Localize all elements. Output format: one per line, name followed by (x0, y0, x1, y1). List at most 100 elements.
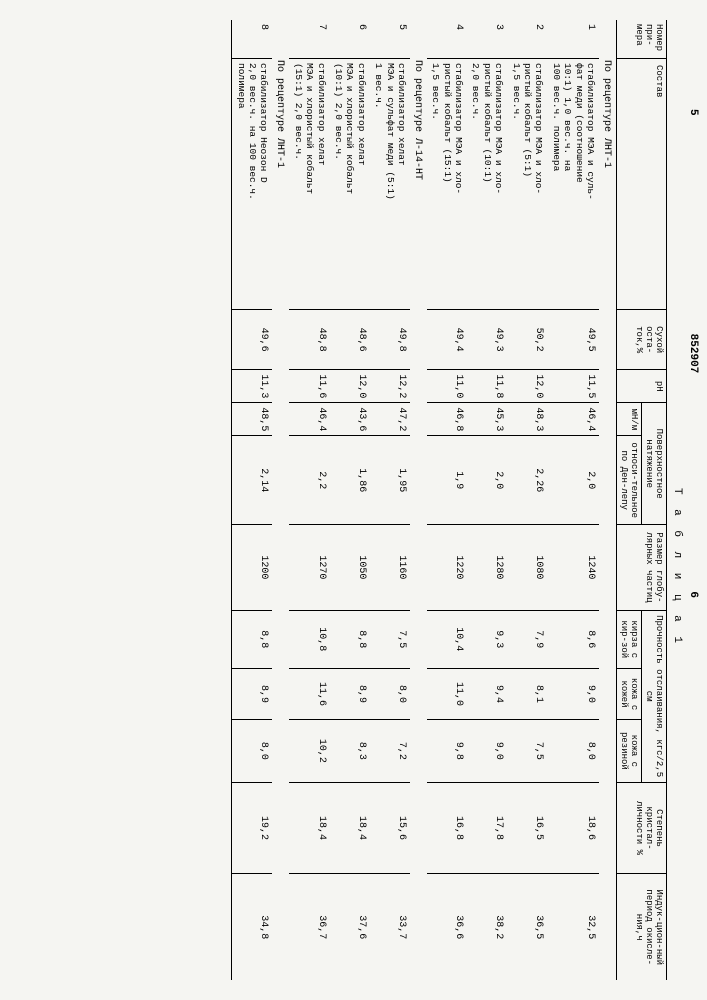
data-table: Номер при-мера Состав Сухой оста-ток,% p… (231, 20, 667, 980)
cell-composition: стабилизатор хелат МЭА и хлористый кобал… (289, 59, 329, 310)
cell-peel-2: 9,4 (467, 668, 507, 719)
section-label: По рецептуре ЛНТ-1 (272, 20, 289, 980)
cell-peel-2: 8,9 (232, 668, 273, 719)
cell-peel-1: 10,8 (289, 610, 329, 668)
cell-cryst: 18,4 (330, 782, 370, 874)
cell-num: 2 (507, 20, 547, 59)
cell-globule: 1160 (370, 525, 410, 611)
th-peel: Прочность отслаивания, кгс/2,5 см (642, 610, 667, 782)
cell-composition: стабилизатор МЭА и хло- ристый кобальт (… (427, 59, 467, 310)
cell-surface-2: 2,0 (547, 436, 599, 525)
cell-peel-3: 10,2 (289, 720, 329, 782)
table-row: 2стабилизатор МЭА и хло- ристый кобальт … (507, 20, 547, 980)
cell-peel-2: 9,0 (547, 668, 599, 719)
cell-surface-1: 48,3 (507, 403, 547, 436)
cell-peel-2: 8,0 (370, 668, 410, 719)
section-row: По рецептуре ЛНТ-1 (272, 20, 289, 980)
cell-dry: 48,6 (330, 310, 370, 370)
cell-surface-2: 2,0 (467, 436, 507, 525)
section-row: По рецептуре ЛНТ-1 (599, 20, 617, 980)
cell-surface-1: 48,5 (232, 403, 273, 436)
cell-ph: 11,8 (467, 370, 507, 403)
cell-cryst: 16,8 (427, 782, 467, 874)
section-row: По рецептуре Л-14-НТ (410, 20, 427, 980)
table-row: 7стабилизатор хелат МЭА и хлористый коба… (289, 20, 329, 980)
cell-peel-3: 9,8 (427, 720, 467, 782)
th-peel-3: кожа с резиной (617, 720, 642, 782)
cell-globule: 1050 (330, 525, 370, 611)
cell-dry: 50,2 (507, 310, 547, 370)
cell-induct: 38,2 (467, 874, 507, 980)
cell-peel-1: 8,8 (232, 610, 273, 668)
page-num-left: 5 (687, 109, 699, 116)
cell-surface-2: 1,86 (330, 436, 370, 525)
cell-dry: 49,8 (370, 310, 410, 370)
cell-ph: 12,0 (330, 370, 370, 403)
cell-composition: стабилизатор МЭА и суль- фат меди (соотн… (547, 59, 599, 310)
cell-peel-3: 9,0 (467, 720, 507, 782)
cell-surface-2: 2,14 (232, 436, 273, 525)
cell-induct: 36,5 (507, 874, 547, 980)
cell-cryst: 19,2 (232, 782, 273, 874)
cell-num: 8 (232, 20, 273, 59)
cell-dry: 49,5 (547, 310, 599, 370)
cell-num: 1 (547, 20, 599, 59)
cell-peel-2: 8,9 (330, 668, 370, 719)
page-rotated: 5 852907 6 Т а б л и ц а 1 Номер при-мер… (0, 0, 707, 707)
cell-globule: 1220 (427, 525, 467, 611)
th-cryst: Степень кристал-личности % (617, 782, 667, 874)
cell-composition: стабилизатор хелат МЭА и хлористый кобал… (330, 59, 370, 310)
cell-surface-1: 47,2 (370, 403, 410, 436)
th-induct: Индук-цион-ный период окисле-ния,ч (617, 874, 667, 980)
cell-induct: 32,5 (547, 874, 599, 980)
cell-composition: стабилизатор хелат МЭА и сульфат меди (5… (370, 59, 410, 310)
cell-composition: стабилизатор МЭА и хло- ристый кобальт (… (467, 59, 507, 310)
cell-globule: 1280 (467, 525, 507, 611)
cell-peel-3: 8,0 (232, 720, 273, 782)
table-row: 3стабилизатор МЭА и хло- ристый кобальт … (467, 20, 507, 980)
cell-num: 7 (289, 20, 329, 59)
cell-peel-1: 7,5 (370, 610, 410, 668)
table-row: 1стабилизатор МЭА и суль- фат меди (соот… (547, 20, 599, 980)
section-label: По рецептуре Л-14-НТ (410, 20, 427, 980)
th-surface-2: относи-тельное по Ден-лепу (617, 436, 642, 525)
th-surface-1: мН/м (617, 403, 642, 436)
cell-peel-3: 8,3 (330, 720, 370, 782)
th-dry: Сухой оста-ток,% (617, 310, 667, 370)
table-row: 4стабилизатор МЭА и хло- ристый кобальт … (427, 20, 467, 980)
cell-peel-3: 7,5 (507, 720, 547, 782)
cell-surface-1: 46,8 (427, 403, 467, 436)
cell-surface-1: 45,3 (467, 403, 507, 436)
cell-peel-3: 7,2 (370, 720, 410, 782)
cell-surface-2: 1,9 (427, 436, 467, 525)
cell-surface-2: 2,2 (289, 436, 329, 525)
cell-cryst: 18,4 (289, 782, 329, 874)
cell-globule: 1200 (232, 525, 273, 611)
th-num: Номер при-мера (617, 20, 667, 59)
section-label: По рецептуре ЛНТ-1 (599, 20, 617, 980)
cell-ph: 11,0 (427, 370, 467, 403)
cell-induct: 34,8 (232, 874, 273, 980)
th-ph: pH (617, 370, 667, 403)
page-header: 5 852907 6 (683, 0, 707, 707)
table-row: 8стабилизатор Неозон D 2,0 вес.ч. на 100… (232, 20, 273, 980)
cell-dry: 48,8 (289, 310, 329, 370)
cell-ph: 11,6 (289, 370, 329, 403)
cell-dry: 49,4 (427, 310, 467, 370)
cell-num: 6 (330, 20, 370, 59)
table-row: 6стабилизатор хелат МЭА и хлористый коба… (330, 20, 370, 980)
cell-peel-2: 8,1 (507, 668, 547, 719)
cell-surface-2: 1,95 (370, 436, 410, 525)
th-peel-1: кирза с кир-зой (617, 610, 642, 668)
cell-peel-1: 8,8 (330, 610, 370, 668)
cell-dry: 49,3 (467, 310, 507, 370)
cell-composition: стабилизатор МЭА и хло- ристый кобальт (… (507, 59, 547, 310)
cell-peel-1: 7,9 (507, 610, 547, 668)
cell-induct: 36,6 (427, 874, 467, 980)
cell-induct: 37,6 (330, 874, 370, 980)
cell-ph: 12,2 (370, 370, 410, 403)
table-head: Номер при-мера Состав Сухой оста-ток,% p… (617, 20, 667, 980)
cell-peel-1: 10,4 (427, 610, 467, 668)
cell-num: 3 (467, 20, 507, 59)
cell-num: 5 (370, 20, 410, 59)
